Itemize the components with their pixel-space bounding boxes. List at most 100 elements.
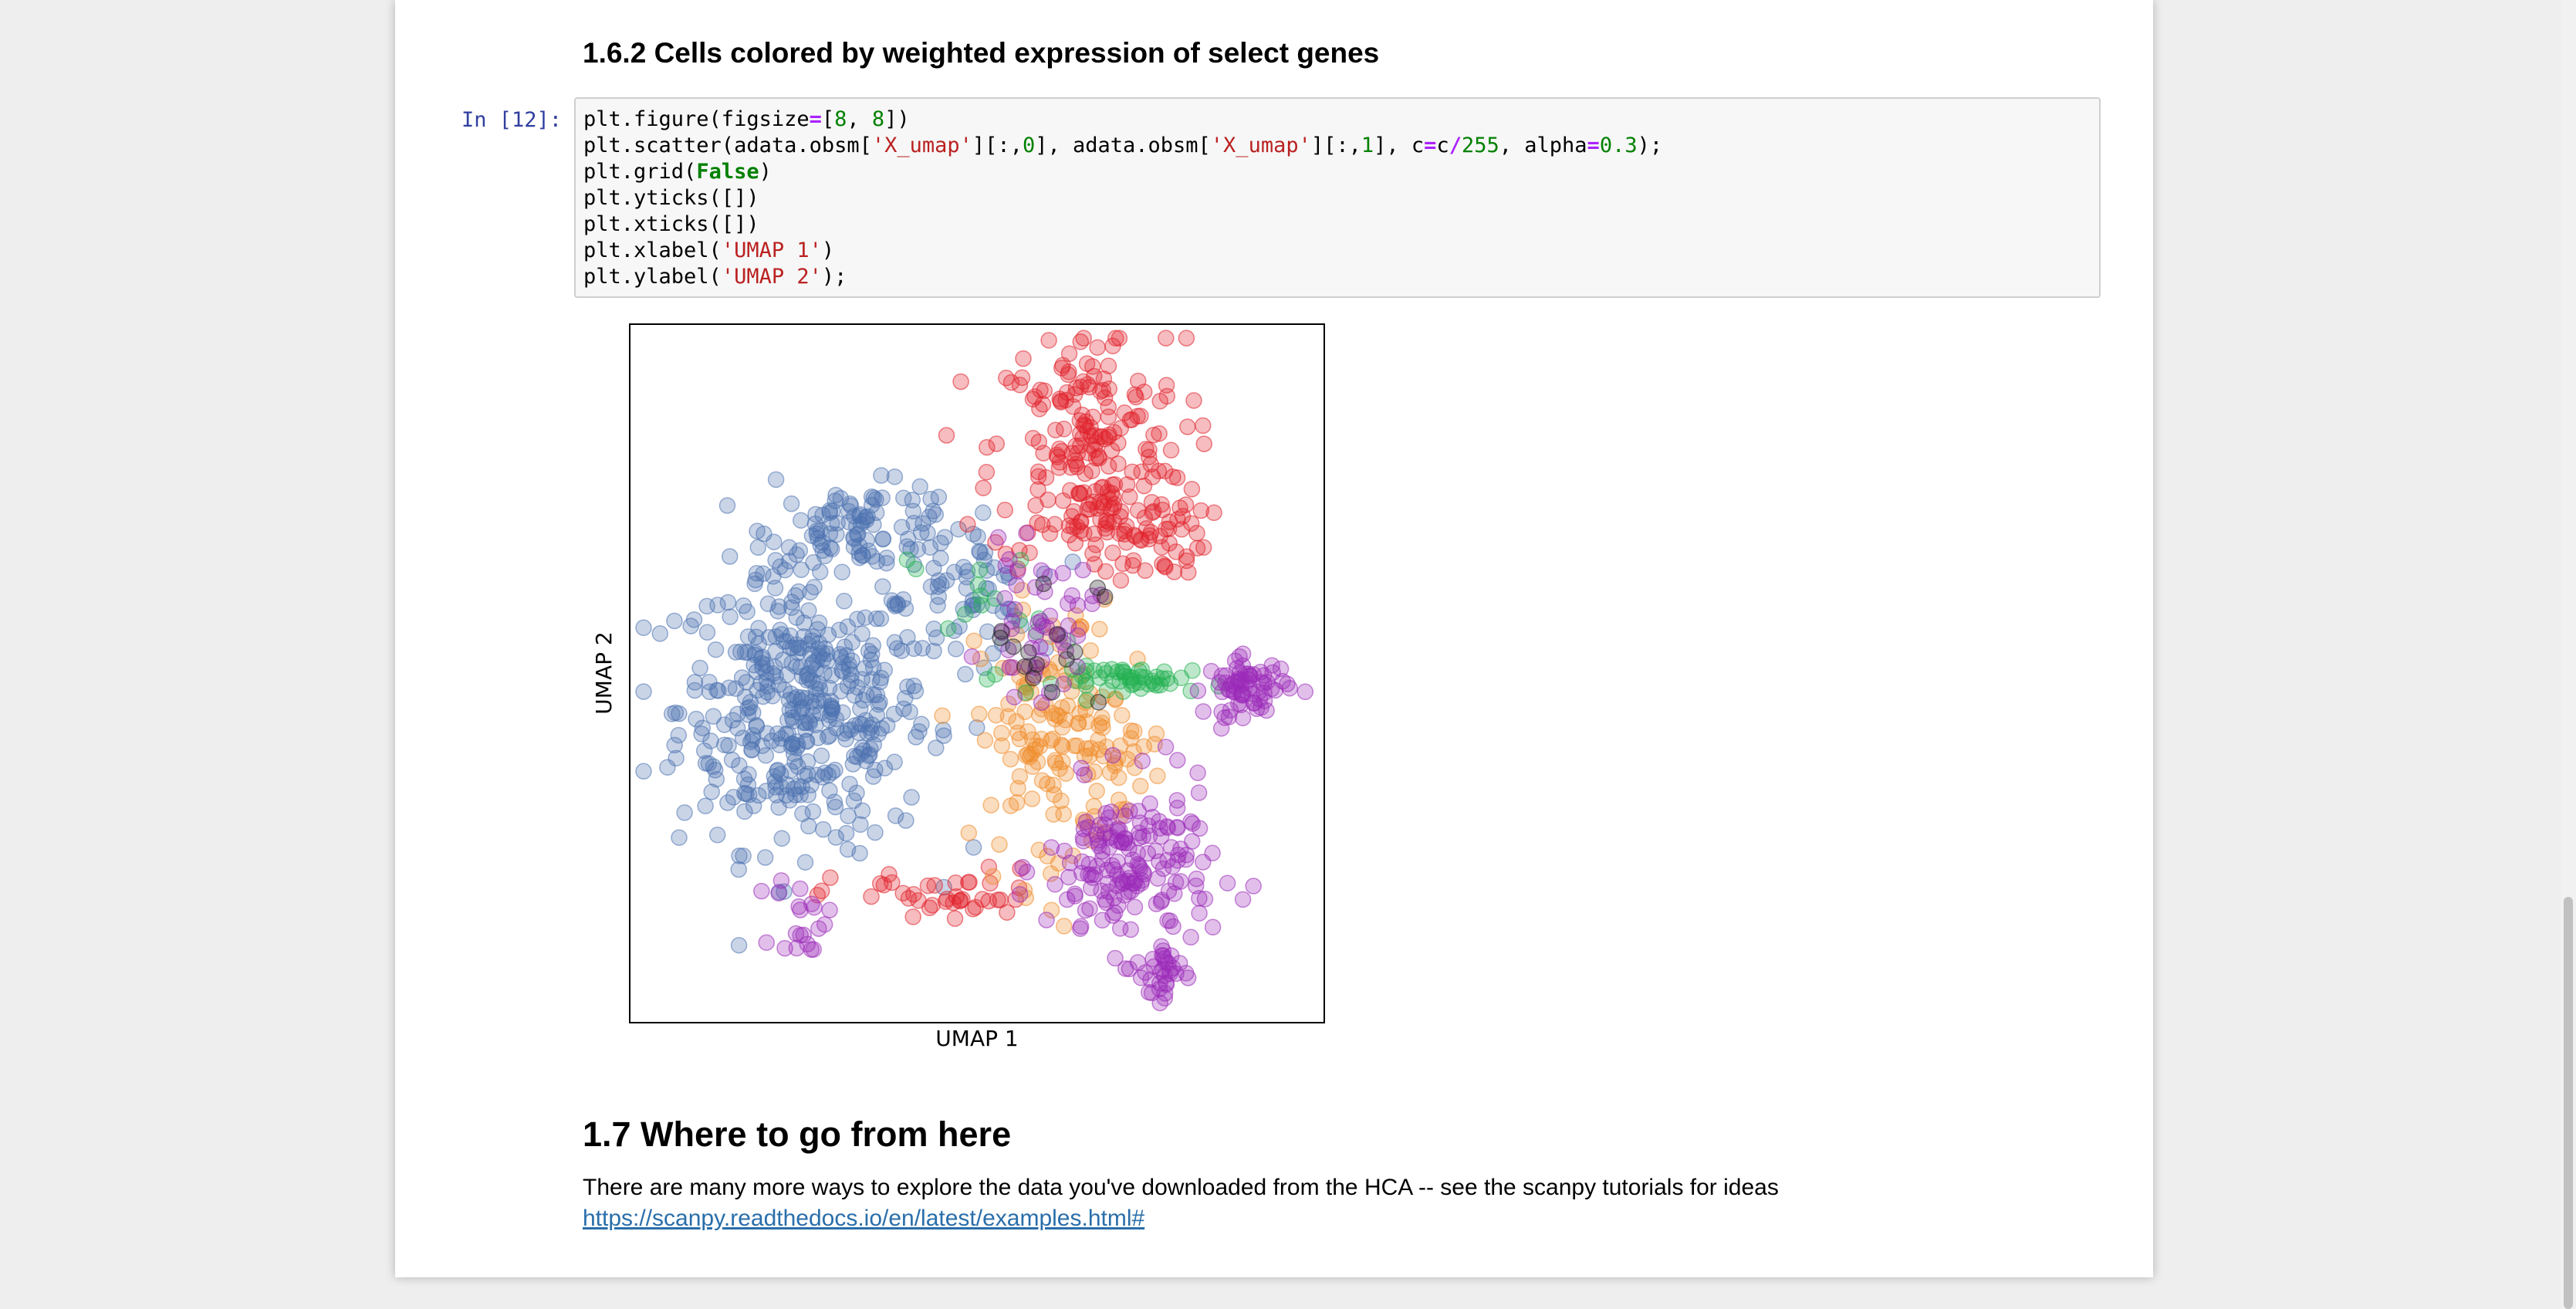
scatter-point-blue bbox=[823, 540, 840, 558]
scrollbar-thumb[interactable] bbox=[2564, 897, 2573, 1309]
scatter-point-blue bbox=[929, 578, 947, 595]
scatter-point-red bbox=[1041, 525, 1059, 543]
scatter-point-blue bbox=[816, 764, 833, 781]
scatter-point-purple bbox=[1296, 683, 1314, 701]
scatter-point-purple bbox=[1063, 587, 1080, 604]
scatter-point-red bbox=[1112, 572, 1130, 589]
scatter-point-blue bbox=[886, 753, 903, 771]
scatter-point-orange bbox=[1023, 683, 1040, 701]
scatter-point-blue bbox=[764, 688, 781, 705]
scatter-point-orange bbox=[999, 708, 1017, 726]
scatter-point-green bbox=[986, 590, 1004, 607]
scatter-point-purple bbox=[1073, 759, 1090, 776]
scatter-point-red bbox=[1100, 458, 1117, 475]
scatter-point-blue bbox=[727, 644, 745, 661]
scatter-point-blue bbox=[886, 468, 904, 485]
scatter-point-red bbox=[1133, 532, 1150, 549]
scatter-point-blue bbox=[841, 776, 858, 793]
scatter-point-blue bbox=[919, 524, 936, 542]
scatter-point-purple bbox=[1204, 918, 1222, 936]
scatter-point-purple bbox=[1144, 950, 1161, 968]
code-cell[interactable]: plt.figure(figsize=[8, 8]) plt.scatter(a… bbox=[574, 97, 2101, 298]
scatter-point-blue bbox=[799, 753, 816, 770]
scatter-point-red bbox=[1179, 418, 1196, 435]
scatter-point-blue bbox=[760, 628, 778, 646]
scatter-point-blue bbox=[793, 561, 810, 578]
scatter-point-blue bbox=[797, 714, 814, 732]
scatter-point-blue bbox=[813, 747, 830, 764]
scatter-point-purple bbox=[1189, 682, 1207, 699]
scatter-point-red bbox=[1104, 544, 1121, 562]
scatter-point-red bbox=[1121, 488, 1138, 506]
scatter-point-purple bbox=[1250, 683, 1267, 701]
scatter-point-purple bbox=[1158, 974, 1175, 992]
scatter-point-orange bbox=[1101, 764, 1119, 781]
scatter-point-orange bbox=[1053, 736, 1070, 753]
scanpy-examples-link[interactable]: https://scanpy.readthedocs.io/en/latest/… bbox=[583, 1206, 1145, 1231]
scatter-point-dark bbox=[1024, 669, 1042, 687]
scatter-point-red bbox=[1024, 430, 1042, 447]
scatter-point-orange bbox=[1122, 730, 1140, 747]
scatter-point-blue bbox=[739, 706, 757, 723]
scatter-point-purple bbox=[1178, 846, 1195, 864]
scatter-point-red bbox=[1100, 398, 1117, 416]
scatter-point-blue bbox=[796, 767, 813, 784]
code-editor[interactable]: plt.figure(figsize=[8, 8]) plt.scatter(a… bbox=[583, 107, 1662, 290]
scatter-point-blue bbox=[964, 592, 982, 609]
scatter-point-purple bbox=[1026, 579, 1044, 596]
scatter-point-purple bbox=[997, 556, 1015, 574]
scatter-point-blue bbox=[807, 506, 824, 523]
scatter-point-purple bbox=[1069, 597, 1087, 614]
scatter-point-blue bbox=[671, 829, 688, 846]
scatter-point-red bbox=[1095, 370, 1113, 387]
scatter-point-red bbox=[989, 891, 1006, 908]
section-heading-1-7: 1.7 Where to go from here bbox=[583, 1115, 1012, 1154]
scatter-point-purple bbox=[1187, 878, 1205, 895]
notebook-page: 1.6.2 Cells colored by weighted expressi… bbox=[395, 0, 2153, 1277]
scatter-point-blue bbox=[739, 628, 757, 645]
scatter-point-blue bbox=[715, 716, 733, 733]
scatter-point-purple bbox=[1195, 854, 1212, 871]
scatter-point-purple bbox=[1157, 739, 1175, 756]
scatter-point-purple bbox=[1245, 878, 1262, 895]
scatter-point-blue bbox=[957, 665, 974, 683]
x-axis-label: UMAP 1 bbox=[935, 1026, 1018, 1051]
scatter-point-orange bbox=[1030, 841, 1048, 859]
scatter-point-orange bbox=[1091, 621, 1108, 638]
y-axis-label: UMAP 2 bbox=[591, 631, 617, 714]
scatter-point-purple bbox=[1160, 882, 1178, 900]
scatter-point-blue bbox=[747, 571, 764, 589]
scatter-point-red bbox=[1062, 482, 1079, 499]
scatter-point-blue bbox=[903, 789, 920, 806]
scatter-point-red bbox=[1083, 462, 1100, 479]
scatter-point-blue bbox=[851, 549, 868, 567]
scatter-point-blue bbox=[735, 597, 752, 614]
scatter-point-blue bbox=[827, 710, 845, 728]
scatter-point-purple bbox=[1014, 858, 1031, 876]
scatter-point-green bbox=[971, 561, 989, 578]
scatter-point-blue bbox=[635, 683, 652, 700]
scatter-point-purple bbox=[1182, 813, 1199, 830]
scatter-point-blue bbox=[745, 656, 762, 674]
scatter-point-blue bbox=[895, 489, 912, 507]
scatter-point-blue bbox=[688, 710, 705, 728]
scatter-point-purple bbox=[1148, 895, 1165, 912]
scatter-point-green bbox=[1098, 682, 1116, 698]
scatter-point-red bbox=[1137, 562, 1154, 580]
scatter-point-blue bbox=[668, 749, 685, 767]
code-line-4: plt.yticks([]) bbox=[583, 186, 759, 210]
scatter-point-blue bbox=[732, 643, 749, 661]
scatter-point-purple bbox=[1144, 808, 1161, 826]
scatter-point-purple bbox=[1121, 802, 1138, 820]
scatter-point-red bbox=[1165, 563, 1183, 580]
scatter-point-orange bbox=[976, 732, 994, 749]
scatter-point-purple bbox=[1253, 698, 1269, 716]
scatter-point-blue bbox=[971, 543, 988, 560]
scatter-point-green bbox=[939, 620, 957, 638]
scatter-point-red bbox=[1053, 360, 1070, 377]
scatter-point-blue bbox=[776, 561, 794, 579]
scatter-point-orange bbox=[1017, 747, 1035, 764]
scatter-point-blue bbox=[788, 546, 805, 563]
scatter-point-red bbox=[965, 901, 982, 918]
scatter-point-blue bbox=[893, 642, 911, 659]
